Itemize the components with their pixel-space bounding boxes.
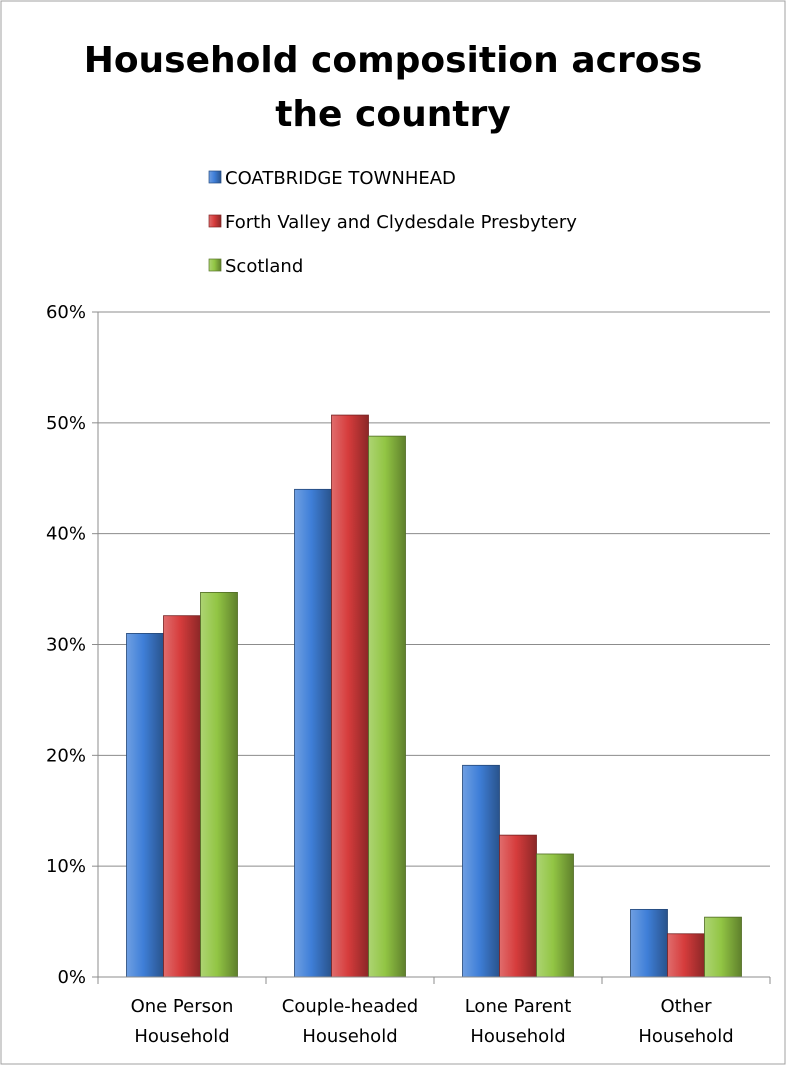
x-category-label: Lone Parent [465, 996, 572, 1017]
x-axis: One Person Household Couple-headed Househol… [97, 976, 771, 1047]
bar [126, 633, 164, 978]
y-tick-label: 60% [46, 302, 86, 323]
y-tick-label: 30% [46, 635, 86, 656]
y-tick-label: 0% [57, 967, 86, 988]
bar [499, 834, 537, 978]
legend-label: Forth Valley and Clydesdale Presbytery [225, 212, 577, 233]
bar [331, 414, 369, 978]
y-tick-label: 10% [46, 856, 86, 877]
bar [200, 592, 238, 978]
legend-swatch [208, 170, 222, 184]
x-category-label: Household [134, 1026, 229, 1047]
bar [163, 615, 201, 978]
x-category-label: One Person [131, 996, 234, 1017]
x-category-label: Other [660, 996, 712, 1017]
bar [368, 435, 406, 978]
y-tick-label: 50% [46, 413, 86, 434]
bar [704, 916, 742, 978]
legend: COATBRIDGE TOWNHEAD Forth Valley and Clyd… [208, 168, 577, 277]
bar [536, 853, 574, 978]
chart-title-line-1: Household composition across [84, 40, 703, 81]
bar [630, 908, 668, 978]
chart-title-line-2: the country [275, 94, 511, 135]
y-tick-label: 40% [46, 524, 86, 545]
legend-label: Scotland [225, 256, 303, 277]
bar [462, 764, 500, 978]
y-axis: 0% 10% 20% 30% 40% 50% 60% [46, 302, 99, 988]
legend-label: COATBRIDGE TOWNHEAD [225, 168, 456, 189]
bar [667, 933, 705, 978]
x-category-label: Household [302, 1026, 397, 1047]
legend-swatch [208, 258, 222, 272]
bar [294, 488, 332, 978]
y-tick-label: 20% [46, 745, 86, 766]
legend-swatch [208, 214, 222, 228]
x-category-label: Couple-headed [282, 996, 418, 1017]
bars [126, 414, 742, 978]
x-category-label: Household [470, 1026, 565, 1047]
x-category-label: Household [638, 1026, 733, 1047]
